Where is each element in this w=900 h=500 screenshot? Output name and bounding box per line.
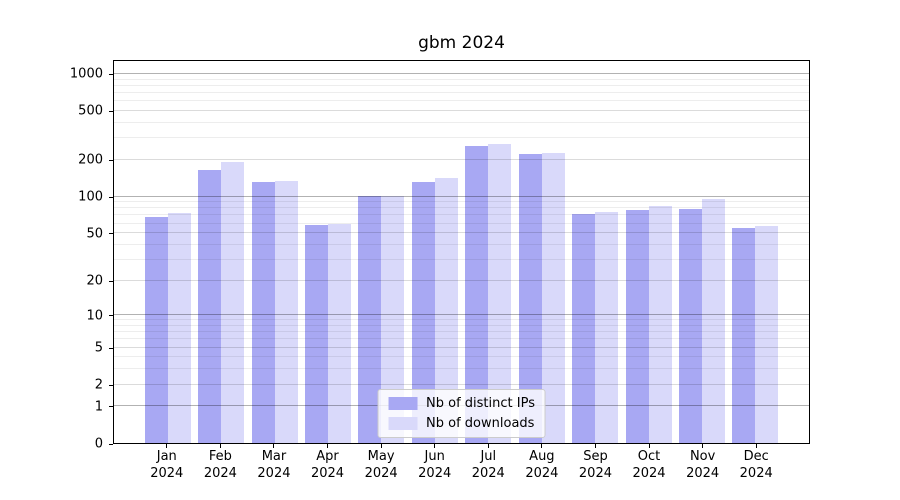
x-tick-mark-mar xyxy=(273,444,275,448)
chart-title: gbm 2024 xyxy=(418,33,505,53)
x-tick-mark-dec xyxy=(755,444,757,448)
x-tick-mark-may xyxy=(380,444,382,448)
x-tick-label-apr: Apr 2024 xyxy=(310,449,345,481)
bar-feb-distinct-ips xyxy=(198,170,222,443)
y-tick-label-50: 50 xyxy=(86,226,103,242)
x-tick-mark-nov xyxy=(702,444,704,448)
y-tick-label-5: 5 xyxy=(94,340,103,356)
bar-may-distinct-ips xyxy=(358,196,382,443)
bar-aug-downloads xyxy=(541,153,565,443)
bar-group-sep xyxy=(568,61,621,443)
y-tick-label-2: 2 xyxy=(94,377,103,393)
x-tick-label-jul: Jul 2024 xyxy=(471,449,505,481)
x-tick-mark-apr xyxy=(327,444,329,448)
x-tick-label-jan: Jan 2024 xyxy=(150,449,184,481)
bar-group-may xyxy=(355,61,408,443)
x-tick-label-nov: Nov 2024 xyxy=(686,449,720,481)
y-tick-label-500: 500 xyxy=(78,103,103,119)
bar-aug-distinct-ips xyxy=(518,154,542,443)
x-tick-label-aug: Aug 2024 xyxy=(525,449,559,481)
legend-label-downloads: Nb of downloads xyxy=(426,416,535,431)
bar-group-jun xyxy=(408,61,461,443)
bar-sep-distinct-ips xyxy=(572,213,596,443)
bar-apr-distinct-ips xyxy=(304,224,328,443)
bar-group-dec xyxy=(729,61,782,443)
bar-group-feb xyxy=(194,61,247,443)
plot-area: Nb of distinct IPs Nb of downloads xyxy=(113,60,810,444)
bar-sep-downloads xyxy=(595,212,619,443)
bars-container xyxy=(141,61,782,443)
bar-mar-distinct-ips xyxy=(251,182,275,443)
legend-swatch-downloads xyxy=(388,417,418,430)
x-tick-mark-jul xyxy=(487,444,489,448)
y-tick-mark-2 xyxy=(109,384,113,386)
y-tick-label-0: 0 xyxy=(94,436,103,452)
bar-group-oct xyxy=(622,61,675,443)
y-tick-label-1000: 1000 xyxy=(69,66,103,82)
bar-mar-downloads xyxy=(274,180,298,443)
bar-nov-downloads xyxy=(701,199,725,443)
legend: Nb of distinct IPs Nb of downloads xyxy=(377,389,546,438)
bar-nov-distinct-ips xyxy=(678,208,702,443)
x-tick-mark-jan xyxy=(166,444,168,448)
bar-feb-downloads xyxy=(221,162,245,443)
x-tick-label-may: May 2024 xyxy=(364,449,398,481)
y-tick-mark-100 xyxy=(109,196,113,198)
bar-oct-distinct-ips xyxy=(625,209,649,443)
bar-group-mar xyxy=(248,61,301,443)
y-tick-label-1: 1 xyxy=(94,399,103,415)
bar-group-aug xyxy=(515,61,568,443)
bar-may-downloads xyxy=(381,196,405,443)
legend-item-distinct-ips: Nb of distinct IPs xyxy=(388,396,535,411)
x-tick-label-oct: Oct 2024 xyxy=(632,449,666,481)
bar-group-apr xyxy=(301,61,354,443)
legend-label-distinct-ips: Nb of distinct IPs xyxy=(426,396,535,411)
bar-jun-distinct-ips xyxy=(411,182,435,443)
legend-item-downloads: Nb of downloads xyxy=(388,416,535,431)
y-tick-mark-0 xyxy=(109,443,113,445)
bar-jan-distinct-ips xyxy=(144,216,168,443)
bar-jan-downloads xyxy=(167,212,191,443)
y-tick-mark-10 xyxy=(109,315,113,317)
y-tick-label-10: 10 xyxy=(86,308,103,324)
y-tick-mark-1 xyxy=(109,406,113,408)
y-tick-mark-1000 xyxy=(109,73,113,75)
bar-oct-downloads xyxy=(648,205,672,443)
bar-dec-downloads xyxy=(755,225,779,443)
bar-group-jan xyxy=(141,61,194,443)
bar-jul-downloads xyxy=(488,144,512,443)
x-tick-mark-jun xyxy=(434,444,436,448)
y-tick-mark-200 xyxy=(109,159,113,161)
bar-jun-downloads xyxy=(434,177,458,443)
x-tick-mark-sep xyxy=(594,444,596,448)
y-tick-mark-50 xyxy=(109,233,113,235)
legend-swatch-distinct-ips xyxy=(388,397,418,410)
x-tick-label-mar: Mar 2024 xyxy=(257,449,291,481)
x-tick-mark-feb xyxy=(219,444,221,448)
bar-apr-downloads xyxy=(327,223,351,443)
bar-group-jul xyxy=(462,61,515,443)
y-tick-label-100: 100 xyxy=(78,189,103,205)
y-tick-mark-20 xyxy=(109,280,113,282)
x-tick-label-feb: Feb 2024 xyxy=(203,449,237,481)
bar-group-nov xyxy=(675,61,728,443)
bar-jul-distinct-ips xyxy=(465,145,489,443)
x-tick-label-jun: Jun 2024 xyxy=(418,449,452,481)
y-tick-label-200: 200 xyxy=(78,152,103,168)
y-tick-label-20: 20 xyxy=(86,273,103,289)
x-tick-label-sep: Sep 2024 xyxy=(578,449,612,481)
bar-dec-distinct-ips xyxy=(732,227,756,443)
x-tick-label-dec: Dec 2024 xyxy=(739,449,773,481)
x-tick-mark-aug xyxy=(541,444,543,448)
y-tick-mark-5 xyxy=(109,347,113,349)
y-tick-mark-500 xyxy=(109,110,113,112)
x-tick-mark-oct xyxy=(648,444,650,448)
